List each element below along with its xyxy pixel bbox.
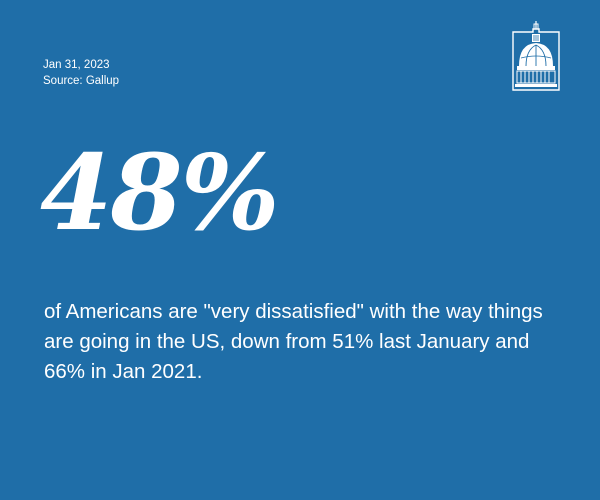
date-label: Jan 31, 2023 — [43, 59, 110, 71]
source-label: Source: Gallup — [43, 75, 120, 87]
meta-block: Jan 31, 2023 Source: Gallup — [43, 57, 119, 89]
capitol-dome-icon — [511, 20, 561, 92]
stat-description: of Americans are "very dissatisfied" wit… — [44, 300, 543, 383]
headline-percentage: 48% — [40, 131, 280, 254]
